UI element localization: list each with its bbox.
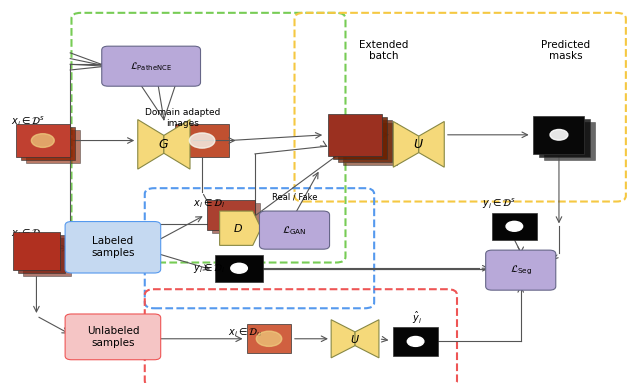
- Text: $x_i \in \mathcal{D}$: $x_i \in \mathcal{D}$: [11, 228, 41, 240]
- FancyBboxPatch shape: [26, 131, 80, 163]
- Text: $\hat{y}_i$: $\hat{y}_i$: [412, 310, 422, 326]
- Text: Predicted
masks: Predicted masks: [541, 40, 590, 61]
- Text: Labeled
samples: Labeled samples: [91, 237, 134, 258]
- Polygon shape: [138, 119, 164, 169]
- Text: $D$: $D$: [233, 222, 243, 234]
- Text: $x_i \in \mathcal{D}_u$: $x_i \in \mathcal{D}_u$: [228, 327, 262, 339]
- FancyBboxPatch shape: [65, 314, 161, 360]
- FancyBboxPatch shape: [175, 124, 229, 157]
- FancyBboxPatch shape: [343, 123, 397, 165]
- Circle shape: [256, 331, 282, 346]
- FancyBboxPatch shape: [534, 116, 584, 154]
- Circle shape: [506, 221, 523, 231]
- FancyBboxPatch shape: [215, 255, 262, 281]
- FancyBboxPatch shape: [492, 213, 537, 240]
- FancyBboxPatch shape: [338, 120, 392, 162]
- Text: $\mathcal{L}_{\mathrm{Seg}}$: $\mathcal{L}_{\mathrm{Seg}}$: [509, 263, 532, 277]
- Text: $U$: $U$: [350, 333, 360, 345]
- FancyBboxPatch shape: [16, 124, 70, 157]
- Text: $G$: $G$: [158, 138, 170, 151]
- Text: $\mathcal{L}_{\mathrm{PatheNCE}}$: $\mathcal{L}_{\mathrm{PatheNCE}}$: [130, 60, 172, 73]
- Circle shape: [231, 263, 247, 273]
- FancyBboxPatch shape: [246, 324, 291, 353]
- Text: Unlabeled
samples: Unlabeled samples: [86, 326, 139, 348]
- FancyBboxPatch shape: [207, 200, 255, 230]
- FancyBboxPatch shape: [212, 203, 260, 233]
- Circle shape: [407, 336, 424, 346]
- Text: $y_i \in \mathcal{D}_l$: $y_i \in \mathcal{D}_l$: [193, 262, 225, 275]
- Polygon shape: [355, 320, 379, 358]
- FancyBboxPatch shape: [539, 119, 589, 157]
- Text: $y_i \in \mathcal{D}^s$: $y_i \in \mathcal{D}^s$: [483, 196, 516, 211]
- Polygon shape: [220, 211, 261, 245]
- FancyBboxPatch shape: [65, 222, 161, 273]
- Polygon shape: [394, 121, 419, 167]
- Polygon shape: [419, 121, 444, 167]
- FancyBboxPatch shape: [23, 238, 70, 276]
- Text: Domain adapted
images: Domain adapted images: [145, 108, 221, 127]
- Circle shape: [31, 134, 54, 147]
- Text: Real / Fake: Real / Fake: [272, 192, 317, 201]
- Text: $x_i \in \mathcal{D}^s$: $x_i \in \mathcal{D}^s$: [11, 114, 45, 129]
- FancyBboxPatch shape: [328, 114, 382, 156]
- Circle shape: [550, 129, 568, 140]
- Text: $\mathcal{L}_{\mathrm{GAN}}$: $\mathcal{L}_{\mathrm{GAN}}$: [282, 224, 307, 237]
- FancyBboxPatch shape: [486, 250, 556, 290]
- FancyBboxPatch shape: [333, 117, 387, 159]
- Polygon shape: [331, 320, 355, 358]
- FancyBboxPatch shape: [259, 211, 330, 249]
- FancyBboxPatch shape: [394, 327, 438, 356]
- FancyBboxPatch shape: [13, 232, 60, 270]
- Polygon shape: [164, 119, 190, 169]
- FancyBboxPatch shape: [102, 46, 200, 86]
- FancyBboxPatch shape: [543, 122, 595, 160]
- Text: Extended
batch: Extended batch: [359, 40, 408, 61]
- Circle shape: [189, 133, 215, 148]
- FancyBboxPatch shape: [18, 235, 65, 273]
- Text: $U$: $U$: [413, 138, 424, 151]
- Text: $x_i \in \mathcal{D}_l$: $x_i \in \mathcal{D}_l$: [193, 197, 225, 210]
- FancyBboxPatch shape: [21, 127, 75, 160]
